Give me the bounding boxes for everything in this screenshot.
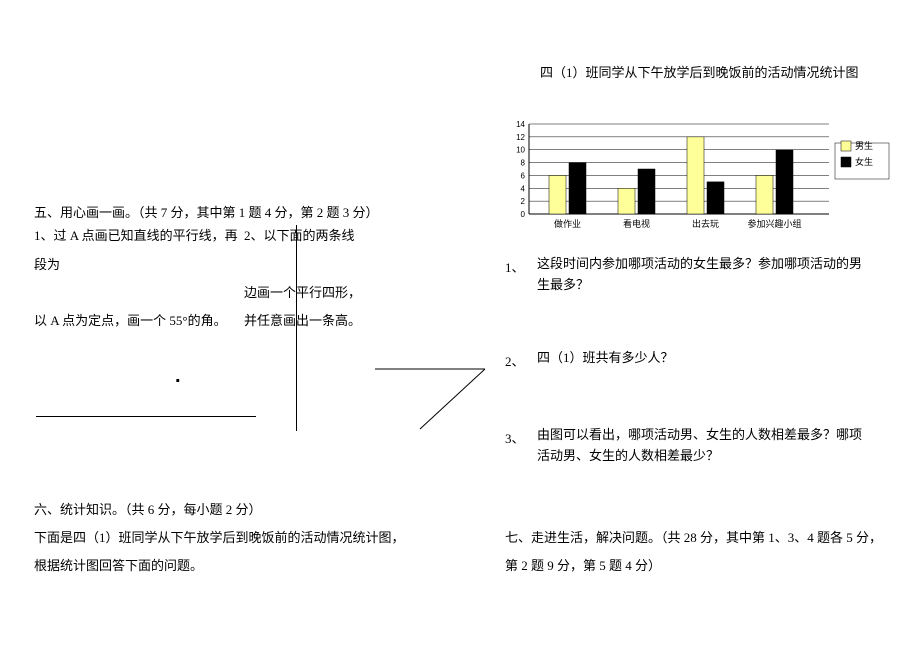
svg-text:8: 8 bbox=[521, 159, 526, 168]
worksheet-page: 五、用心画一画。（共 7 分，其中第 1 题 4 分，第 2 题 3 分） 1、… bbox=[0, 0, 920, 649]
svg-text:2: 2 bbox=[521, 197, 526, 206]
section-5-q1: 1、过 A 点画已知直线的平行线，再 段为 以 A 点为定点，画一个 55°的角… bbox=[34, 222, 244, 336]
q2-number: 2、 bbox=[505, 348, 537, 377]
svg-text:看电视: 看电视 bbox=[623, 218, 650, 229]
q1-text: 这段时间内参加哪项活动的女生最多？参加哪项活动的男生最多？ bbox=[537, 254, 867, 296]
q3-number: 3、 bbox=[505, 425, 537, 454]
question-3: 3、由图可以看出，哪项活动男、女生的人数相差最多？哪项活动男、女生的人数相差最少… bbox=[505, 425, 905, 467]
section-5-q2: 2、以下面的两条线 边画一个平行四形， 并任意画出一条高。 bbox=[244, 222, 424, 336]
svg-text:出去玩: 出去玩 bbox=[692, 218, 719, 229]
svg-text:6: 6 bbox=[521, 171, 526, 180]
section-6-line1: 下面是四（1）班同学从下午放学后到晚饭前的活动情况统计图， bbox=[34, 524, 434, 553]
svg-text:男生: 男生 bbox=[855, 140, 873, 151]
q1-line-c: 以 A 点为定点，画一个 55°的角。 bbox=[34, 307, 244, 336]
svg-text:参加兴趣小组: 参加兴趣小组 bbox=[747, 218, 801, 229]
svg-text:0: 0 bbox=[521, 210, 526, 219]
section-7-line1: 第 2 题 9 分，第 5 题 4 分） bbox=[505, 552, 905, 581]
q2-text: 四（1）班共有多少人？ bbox=[537, 348, 867, 369]
chart-title: 四（1）班同学从下午放学后到晚饭前的活动情况统计图 bbox=[540, 59, 859, 88]
q2-line-c: 并任意画出一条高。 bbox=[244, 307, 424, 336]
q1-line-b: 段为 bbox=[34, 251, 244, 280]
q2-line-a: 2、以下面的两条线 bbox=[244, 222, 424, 251]
section-7-heading: 七、走进生活，解决问题。（共 28 分，其中第 1、3、4 题各 5 分， bbox=[505, 524, 905, 553]
answer-line bbox=[36, 416, 256, 417]
svg-text:10: 10 bbox=[516, 146, 525, 155]
svg-text:4: 4 bbox=[521, 184, 526, 193]
q1-number: 1、 bbox=[505, 254, 537, 283]
bar-chart: 0 2 4 6 8 10 12 14 做作业 看电视 出去玩 参加兴趣小组 男生女生 bbox=[505, 120, 905, 245]
q1-line-a: 1、过 A 点画已知直线的平行线，再 bbox=[34, 222, 244, 251]
question-1: 1、这段时间内参加哪项活动的女生最多？参加哪项活动的男生最多？ bbox=[505, 254, 905, 296]
q3-text: 由图可以看出，哪项活动男、女生的人数相差最多？哪项活动男、女生的人数相差最少？ bbox=[537, 425, 867, 467]
question-2: 2、四（1）班共有多少人？ bbox=[505, 348, 905, 377]
svg-text:14: 14 bbox=[516, 120, 525, 129]
section-6-line2: 根据统计图回答下面的问题。 bbox=[34, 552, 434, 581]
column-divider bbox=[296, 225, 297, 431]
triangle-lines bbox=[375, 359, 495, 434]
point-a: . bbox=[175, 354, 181, 398]
svg-text:12: 12 bbox=[516, 133, 525, 142]
section-6-heading: 六、统计知识。（共 6 分，每小题 2 分） bbox=[34, 496, 434, 525]
q2-line-b: 边画一个平行四形， bbox=[244, 279, 424, 308]
svg-text:做作业: 做作业 bbox=[554, 218, 581, 229]
svg-text:女生: 女生 bbox=[855, 156, 873, 167]
section-5-body: 1、过 A 点画已知直线的平行线，再 段为 以 A 点为定点，画一个 55°的角… bbox=[34, 222, 434, 336]
